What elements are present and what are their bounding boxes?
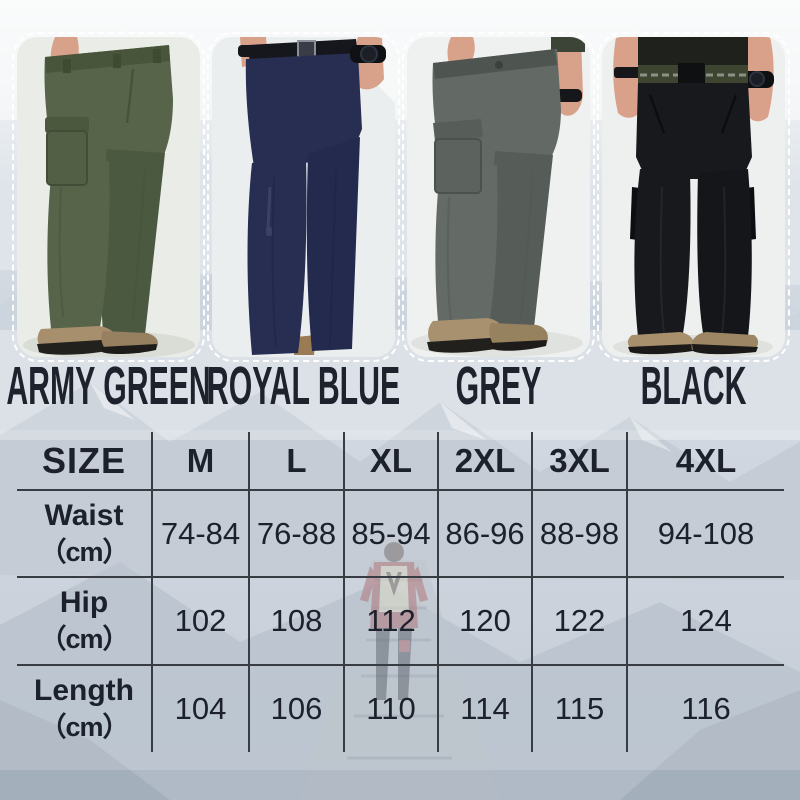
cell-length-3xl: 115	[533, 666, 628, 752]
row-label-length: Length （cm）	[17, 666, 153, 752]
size-col-header-l: L	[250, 432, 345, 491]
cell-hip-xl: 112	[345, 578, 439, 666]
product-photo-row	[12, 32, 790, 362]
size-col-header-m: M	[153, 432, 250, 491]
row-label-hip: Hip （cm）	[17, 578, 153, 666]
color-label-black: BLACK	[640, 356, 747, 416]
color-label-royal-blue: ROYAL BLUE	[206, 356, 401, 416]
cell-waist-m: 74-84	[153, 491, 250, 578]
royal-blue-pants-graphic	[212, 37, 395, 357]
cell-waist-3xl: 88-98	[533, 491, 628, 578]
army-green-pants-graphic	[17, 37, 200, 357]
size-chart-corner-label: SIZE	[17, 432, 153, 491]
size-col-header-4xl: 4XL	[628, 432, 784, 491]
cell-length-l: 106	[250, 666, 345, 752]
grey-pants-graphic	[407, 37, 590, 357]
color-label-row: ARMY GREEN ROYAL BLUE GREY BLACK	[6, 355, 783, 417]
cell-length-2xl: 114	[439, 666, 533, 752]
row-label-waist: Waist （cm）	[17, 491, 153, 578]
size-chart-table: SIZE M L XL 2XL 3XL 4XL Waist （cm） 74-84…	[17, 432, 784, 752]
cell-hip-2xl: 120	[439, 578, 533, 666]
color-label-grey: GREY	[455, 356, 542, 416]
cell-hip-3xl: 122	[533, 578, 628, 666]
cell-length-xl: 110	[345, 666, 439, 752]
hiker-figure	[360, 542, 428, 700]
size-col-header-xl: XL	[345, 432, 439, 491]
product-photo-army-green	[12, 32, 205, 362]
cell-waist-4xl: 94-108	[628, 491, 784, 578]
cell-hip-l: 108	[250, 578, 345, 666]
cell-waist-2xl: 86-96	[439, 491, 533, 578]
product-photo-royal-blue	[207, 32, 400, 362]
color-label-army-green: ARMY GREEN	[6, 356, 211, 416]
product-photo-grey	[402, 32, 595, 362]
black-pants-graphic	[602, 37, 785, 357]
cell-hip-4xl: 124	[628, 578, 784, 666]
cell-waist-xl: 85-94	[345, 491, 439, 578]
cell-waist-l: 76-88	[250, 491, 345, 578]
cell-length-m: 104	[153, 666, 250, 752]
size-col-header-2xl: 2XL	[439, 432, 533, 491]
size-col-header-3xl: 3XL	[533, 432, 628, 491]
product-photo-black	[597, 32, 790, 362]
cell-hip-m: 102	[153, 578, 250, 666]
cell-length-4xl: 116	[681, 691, 731, 726]
